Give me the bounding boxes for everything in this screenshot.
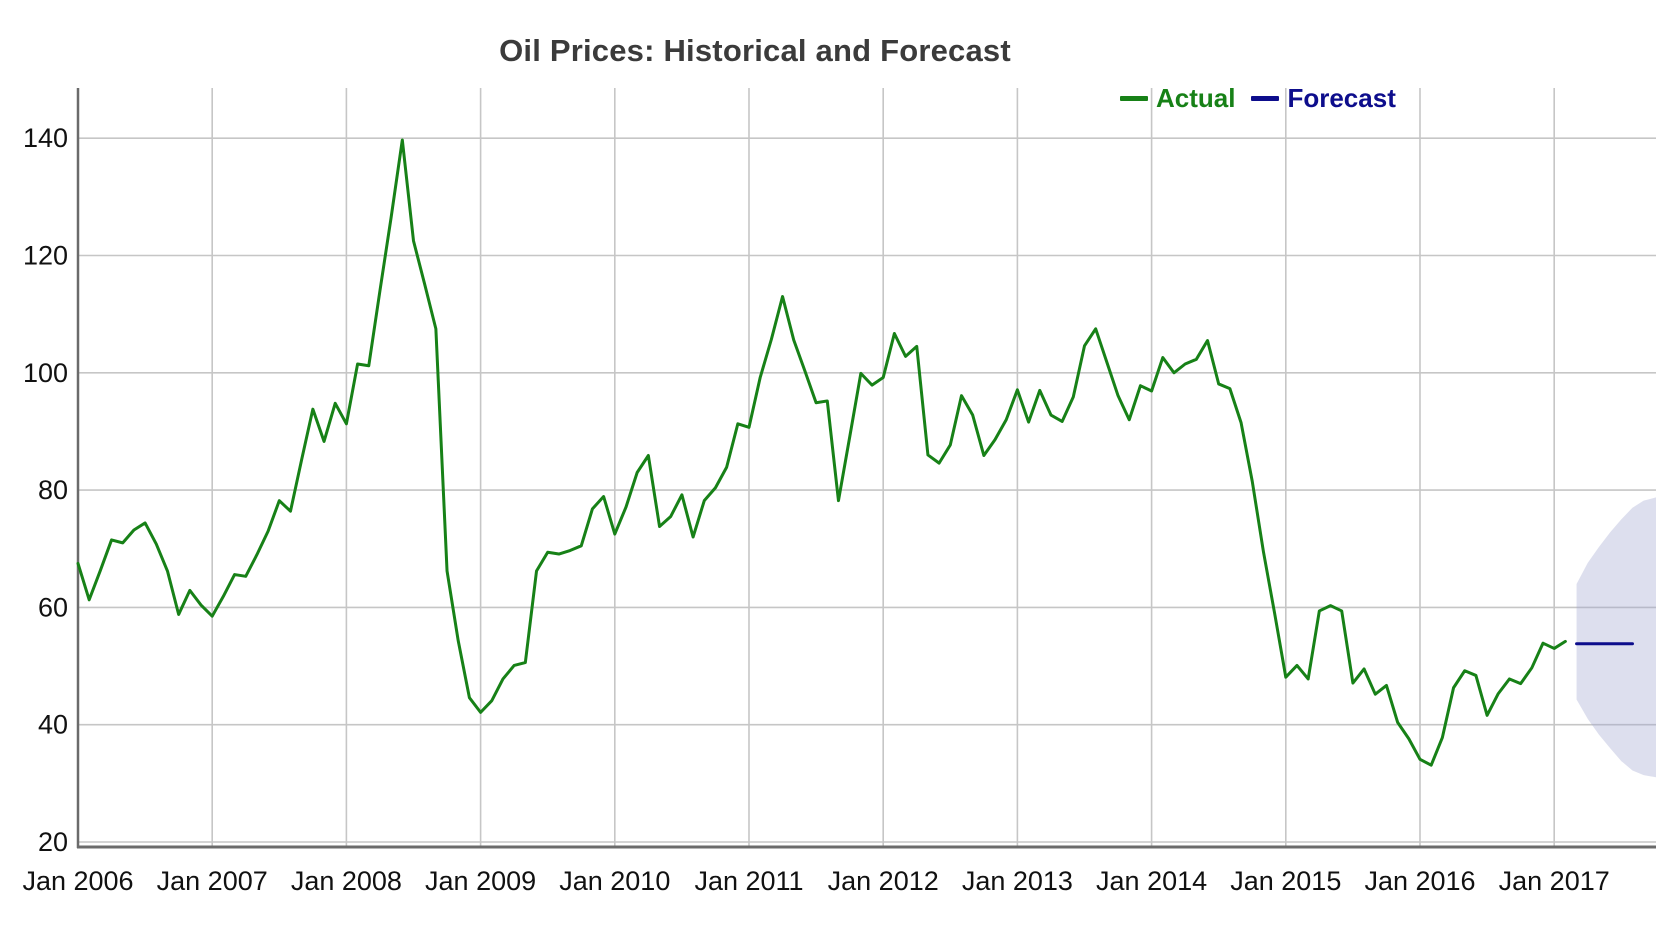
legend-label-forecast: Forecast — [1287, 83, 1396, 113]
y-tick-label: 120 — [23, 241, 68, 271]
actual-line-swatch-icon — [1120, 95, 1148, 101]
legend-item-forecast: Forecast — [1251, 83, 1396, 113]
y-tick-label: 80 — [38, 475, 68, 505]
actual-line — [76, 138, 1567, 767]
x-tick-label: Jan 2015 — [1230, 866, 1341, 896]
x-tick-label: Jan 2017 — [1499, 866, 1610, 896]
x-tick-label: Jan 2016 — [1364, 866, 1475, 896]
x-tick-label: Jan 2007 — [157, 866, 268, 896]
confidence-band — [1576, 497, 1656, 778]
y-tick-label: 60 — [38, 592, 68, 622]
x-tick-label: Jan 2006 — [22, 866, 133, 896]
x-tick-label: Jan 2013 — [962, 866, 1073, 896]
x-tick-label: Jan 2010 — [559, 866, 670, 896]
x-tick-label: Jan 2008 — [291, 866, 402, 896]
y-tick-label: 20 — [38, 827, 68, 857]
x-tick-label: Jan 2009 — [425, 866, 536, 896]
x-tick-label: Jan 2011 — [694, 866, 803, 896]
y-tick-label: 100 — [23, 358, 68, 388]
y-tick-label: 40 — [38, 710, 68, 740]
x-tick-label: Jan 2012 — [828, 866, 939, 896]
legend-item-actual: Actual — [1120, 85, 1235, 111]
x-tick-label: Jan 2014 — [1096, 866, 1207, 896]
forecast-line-swatch-icon — [1251, 95, 1280, 101]
legend: Actual Forecast — [1120, 85, 1396, 111]
legend-label-actual: Actual — [1156, 83, 1236, 113]
chart-title: Oil Prices: Historical and Forecast — [499, 33, 1011, 68]
y-tick-label: 140 — [23, 123, 68, 153]
